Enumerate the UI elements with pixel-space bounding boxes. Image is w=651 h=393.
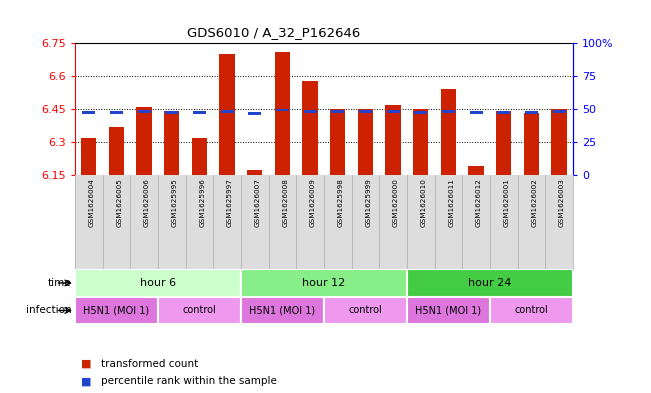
Text: GSM1625996: GSM1625996 [199, 178, 205, 227]
Bar [469, 166, 484, 175]
FancyBboxPatch shape [407, 269, 573, 297]
FancyBboxPatch shape [407, 297, 490, 324]
Bar [137, 110, 150, 112]
Bar [82, 111, 95, 114]
Bar [387, 110, 400, 112]
Text: H5N1 (MOI 1): H5N1 (MOI 1) [249, 305, 316, 316]
Bar [165, 111, 178, 114]
Text: H5N1 (MOI 1): H5N1 (MOI 1) [415, 305, 482, 316]
Bar [137, 107, 152, 175]
Text: hour 6: hour 6 [140, 278, 176, 288]
Bar [469, 111, 482, 114]
Bar [193, 111, 206, 114]
Bar [442, 110, 455, 112]
Text: percentile rank within the sample: percentile rank within the sample [101, 376, 277, 386]
Bar [276, 109, 289, 112]
Text: GSM1626007: GSM1626007 [255, 178, 260, 227]
Text: GSM1626001: GSM1626001 [504, 178, 510, 227]
Bar [247, 171, 262, 175]
Text: ■: ■ [81, 376, 92, 386]
Bar [192, 138, 207, 175]
Bar [359, 110, 372, 112]
FancyBboxPatch shape [158, 297, 241, 324]
Bar [330, 109, 345, 175]
Text: control: control [514, 305, 548, 316]
Bar [303, 110, 316, 112]
Bar [496, 111, 511, 175]
Bar [385, 105, 400, 175]
Bar [414, 111, 427, 114]
Bar [551, 109, 566, 175]
FancyBboxPatch shape [75, 297, 158, 324]
Text: GSM1626004: GSM1626004 [89, 178, 94, 227]
Text: GDS6010 / A_32_P162646: GDS6010 / A_32_P162646 [187, 26, 361, 39]
Bar [164, 111, 179, 175]
Text: hour 24: hour 24 [468, 278, 512, 288]
Bar [219, 54, 234, 175]
Bar [109, 127, 124, 175]
Bar [413, 109, 428, 175]
Bar [358, 109, 373, 175]
Text: control: control [182, 305, 216, 316]
FancyBboxPatch shape [490, 297, 573, 324]
Text: GSM1626006: GSM1626006 [144, 178, 150, 227]
FancyBboxPatch shape [241, 297, 324, 324]
Text: GSM1626010: GSM1626010 [421, 178, 426, 227]
Text: transformed count: transformed count [101, 358, 198, 369]
Bar [497, 111, 510, 114]
Text: GSM1626008: GSM1626008 [283, 178, 288, 227]
Bar [110, 111, 123, 114]
FancyBboxPatch shape [75, 269, 241, 297]
Text: GSM1625997: GSM1625997 [227, 178, 233, 227]
Bar [275, 52, 290, 175]
Text: GSM1625999: GSM1625999 [365, 178, 371, 227]
Bar [221, 110, 234, 112]
Text: GSM1625998: GSM1625998 [338, 178, 344, 227]
Bar [248, 112, 261, 115]
Text: infection: infection [26, 305, 72, 316]
FancyBboxPatch shape [324, 297, 407, 324]
Text: H5N1 (MOI 1): H5N1 (MOI 1) [83, 305, 150, 316]
Text: hour 12: hour 12 [302, 278, 346, 288]
Text: GSM1626003: GSM1626003 [559, 178, 565, 227]
FancyBboxPatch shape [241, 269, 407, 297]
Text: GSM1625995: GSM1625995 [172, 178, 178, 227]
Bar [524, 114, 539, 175]
Text: GSM1626011: GSM1626011 [449, 178, 454, 227]
Text: GSM1626000: GSM1626000 [393, 178, 399, 227]
Text: GSM1626002: GSM1626002 [531, 178, 537, 227]
Text: time: time [48, 278, 72, 288]
Bar [441, 89, 456, 175]
Text: GSM1626005: GSM1626005 [117, 178, 122, 227]
Bar [81, 138, 96, 175]
Text: ■: ■ [81, 358, 92, 369]
Bar [303, 81, 318, 175]
Text: GSM1626009: GSM1626009 [310, 178, 316, 227]
Bar [525, 111, 538, 114]
Text: GSM1626012: GSM1626012 [476, 178, 482, 227]
Bar [331, 110, 344, 112]
Bar [553, 110, 566, 112]
Text: control: control [348, 305, 382, 316]
